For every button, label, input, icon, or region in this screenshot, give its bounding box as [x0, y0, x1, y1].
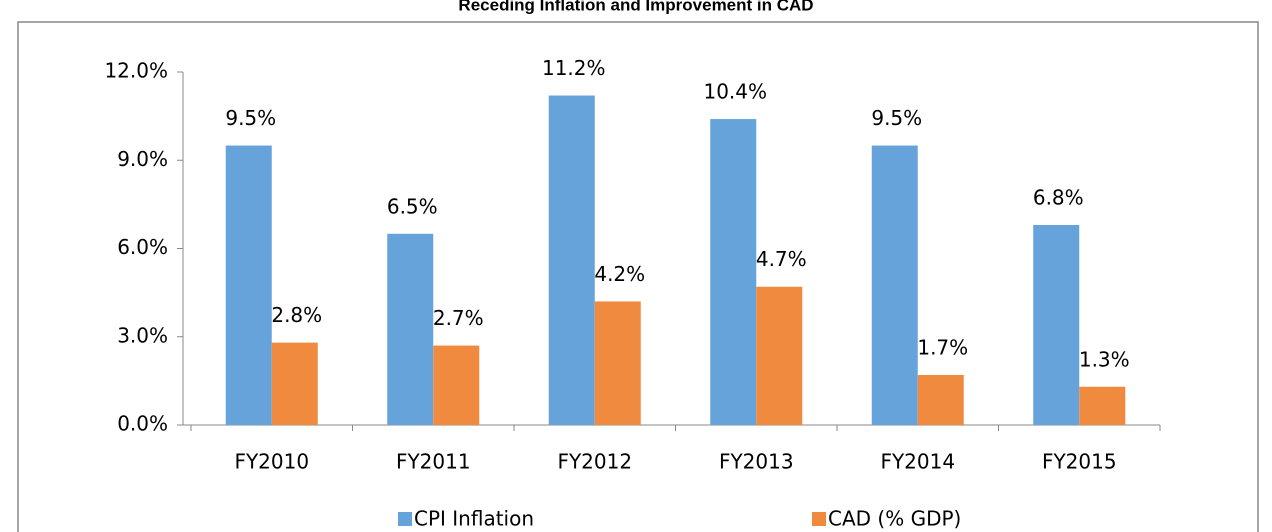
bar: [1033, 224, 1080, 425]
y-tick-label: 0.0%: [117, 412, 168, 436]
data-label: 10.4%: [703, 80, 767, 104]
y-tick-label: 3.0%: [117, 323, 168, 347]
legend-label: CAD (% GDP): [828, 507, 961, 531]
chart-title: Receding Inflation and Improvement in CA…: [458, 0, 813, 14]
legend-swatch: [812, 512, 826, 526]
bar: [548, 95, 595, 426]
y-tick-label: 12.0%: [104, 59, 168, 83]
data-label: 4.7%: [756, 247, 807, 271]
bar: [271, 342, 318, 425]
bar: [871, 145, 918, 425]
bar: [756, 286, 803, 425]
data-label: 11.2%: [542, 56, 606, 80]
data-label: 6.5%: [387, 194, 438, 218]
bar: [594, 301, 641, 425]
data-label: 9.5%: [871, 106, 922, 130]
data-label: 1.7%: [917, 335, 968, 359]
x-tick-label: FY2013: [719, 450, 794, 474]
bar: [433, 345, 480, 425]
legend-swatch: [398, 512, 412, 526]
x-tick-label: FY2015: [1042, 450, 1117, 474]
x-tick-label: FY2010: [234, 450, 309, 474]
bar: [1079, 386, 1126, 425]
data-label: 9.5%: [225, 106, 276, 130]
legend-label: CPI Inflation: [414, 507, 534, 531]
data-label: 6.8%: [1033, 185, 1084, 209]
bar: [387, 233, 434, 425]
chart-frame: [17, 21, 1259, 532]
data-label: 4.2%: [594, 262, 645, 286]
data-label: 2.8%: [271, 303, 322, 327]
y-tick-label: 9.0%: [117, 147, 168, 171]
y-tick-label: 6.0%: [117, 235, 168, 259]
bar: [225, 145, 272, 425]
x-tick-label: FY2014: [880, 450, 955, 474]
bar: [917, 374, 964, 425]
x-tick-label: FY2011: [396, 450, 471, 474]
data-label: 1.3%: [1079, 347, 1130, 371]
x-tick-label: FY2012: [557, 450, 632, 474]
data-label: 2.7%: [433, 306, 484, 330]
bar: [710, 119, 757, 426]
